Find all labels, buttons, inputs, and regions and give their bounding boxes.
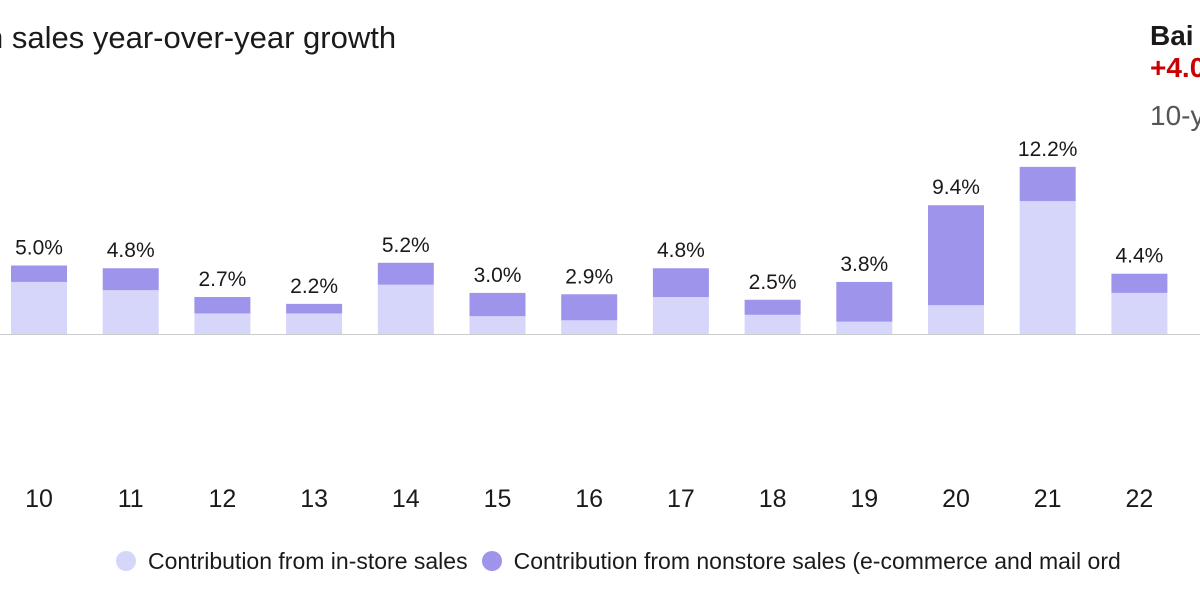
bar-nonstore-13 (286, 303, 343, 314)
x-axis-tick-labels: 10 11 12 13 14 15 16 17 18 19 20 21 22 (25, 485, 1153, 513)
bar-nonstore-17 (652, 268, 709, 298)
x-tick-15: 15 (484, 485, 512, 513)
value-label-21: 12.2% (1018, 138, 1078, 161)
x-tick-11: 11 (118, 485, 144, 513)
legend-label-nonstore: Contribution from nonstore sales (e-comm… (513, 547, 1121, 574)
side-panel-subtitle: 10-y (1150, 100, 1200, 131)
bar-instore-19 (836, 321, 893, 334)
legend-item-nonstore: Contribution from nonstore sales (e-comm… (481, 547, 1121, 575)
bar-nonstore-10 (11, 265, 67, 282)
legend-swatch-instore (116, 551, 136, 571)
value-label-19: 3.8% (840, 253, 888, 276)
bar-nonstore-21 (1019, 166, 1076, 202)
bar-nonstore-11 (102, 268, 159, 291)
value-label-17: 4.8% (657, 239, 705, 262)
value-label-20: 9.4% (932, 176, 980, 199)
x-tick-14: 14 (392, 485, 420, 513)
x-tick-20: 20 (942, 485, 970, 513)
x-tick-13: 13 (300, 485, 328, 513)
side-panel-name: Bai (1150, 20, 1194, 51)
bar-instore-14 (377, 284, 434, 334)
bar-instore-15 (469, 316, 526, 334)
x-tick-21: 21 (1034, 485, 1062, 513)
value-labels-group: 5.0% 4.8% 2.7% 2.2% 5.2% 3.0% 2.9% 4.8% 2.5% 3.8%… (15, 138, 1163, 298)
x-tick-18: 18 (759, 485, 787, 513)
bar-instore-10 (11, 281, 67, 334)
bar-nonstore-16 (561, 294, 618, 321)
bar-nonstore-12 (194, 297, 251, 314)
value-label-12: 2.7% (198, 268, 246, 291)
bar-instore-12 (194, 313, 251, 334)
x-tick-16: 16 (575, 485, 603, 513)
chart-title: n sales year-over-year growth (0, 20, 397, 55)
bar-instore-13 (286, 313, 343, 334)
bar-instore-22 (1111, 292, 1168, 334)
value-label-15: 3.0% (474, 264, 522, 287)
bar-nonstore-22 (1111, 273, 1168, 293)
value-label-11: 4.8% (107, 239, 155, 262)
value-label-16: 2.9% (565, 265, 613, 288)
value-label-14: 5.2% (382, 234, 430, 257)
value-label-13: 2.2% (290, 275, 338, 298)
value-label-10: 5.0% (15, 237, 63, 260)
legend-swatch-nonstore (481, 551, 502, 571)
bar-nonstore-20 (928, 205, 984, 306)
bar-instore-18 (744, 314, 801, 334)
bar-instore-11 (102, 290, 159, 334)
bar-instore-17 (652, 297, 709, 334)
bars-group (11, 166, 1168, 334)
bar-instore-16 (561, 320, 618, 334)
bar-nonstore-15 (469, 292, 526, 317)
legend: Contribution from in-store sales Contrib… (116, 545, 1135, 577)
legend-label-instore: Contribution from in-store sales (148, 547, 468, 574)
x-tick-12: 12 (208, 485, 236, 513)
x-tick-10: 10 (25, 485, 53, 513)
bar-instore-21 (1019, 201, 1076, 334)
bar-nonstore-18 (744, 299, 801, 315)
bar-nonstore-19 (836, 281, 893, 322)
bar-instore-20 (928, 305, 984, 334)
legend-item-instore: Contribution from in-store sales (116, 548, 468, 575)
value-label-22: 4.4% (1115, 245, 1163, 268)
bar-nonstore-14 (377, 262, 434, 285)
x-tick-17: 17 (667, 485, 695, 513)
value-label-18: 2.5% (749, 271, 797, 294)
x-tick-19: 19 (850, 485, 878, 513)
side-panel-value: +4.0 (1150, 52, 1200, 83)
x-tick-22: 22 (1125, 485, 1153, 513)
